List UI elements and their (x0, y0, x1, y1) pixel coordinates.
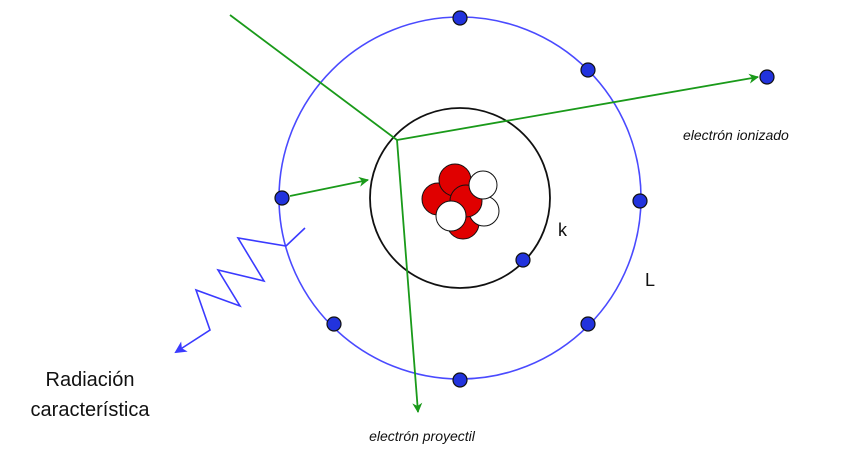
radiation-wave (176, 228, 305, 352)
l-shell-label: L (645, 270, 655, 290)
ionized-electron-label: electrón ionizado (683, 127, 789, 143)
nucleus (422, 164, 499, 239)
projectile-electron-label: electrón proyectil (369, 428, 476, 444)
k-shell-label: k (558, 220, 568, 240)
radiation-label: Radiación (46, 369, 135, 391)
radiation-label: característica (31, 399, 151, 421)
electrons (275, 11, 774, 387)
atom-diagram: electrón ionizado k L Radiación caracter… (0, 0, 851, 449)
